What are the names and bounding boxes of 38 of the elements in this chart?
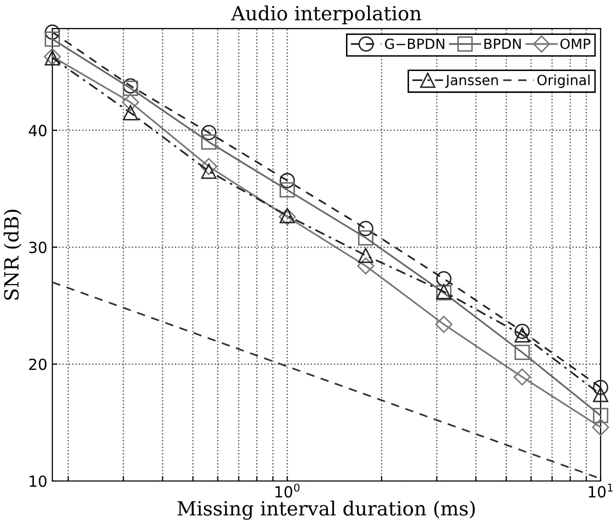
point (436, 271, 452, 286)
point (280, 172, 295, 188)
point (358, 220, 374, 236)
point (592, 386, 608, 402)
point (514, 368, 531, 386)
x-tick-label: 10$^{0}$ (275, 484, 300, 498)
legend-label: Janssen (445, 74, 498, 88)
chart-title: Audio interpolation (231, 5, 422, 24)
point (201, 134, 216, 150)
point (358, 230, 374, 246)
point (514, 327, 530, 343)
y-tick-label: 40 (28, 124, 46, 136)
point (435, 316, 452, 333)
legend-label: G−BPDN (384, 38, 444, 50)
point (514, 324, 530, 340)
y-tick-label: 30 (29, 242, 46, 254)
legend-label: OMP (560, 38, 590, 50)
point (514, 344, 530, 360)
point (358, 248, 374, 264)
y-tick-label: 20 (29, 358, 46, 370)
point (200, 158, 218, 176)
point (44, 31, 60, 47)
y-axis-title: SNR (dB) (4, 210, 22, 300)
legend-label: Original (537, 74, 590, 88)
legend-label: BPDN (484, 38, 521, 49)
point (201, 125, 216, 140)
point (122, 94, 140, 111)
point (280, 182, 295, 198)
point (592, 418, 610, 436)
point (201, 164, 216, 179)
x-tick-label: 10$^{1}$ (588, 484, 613, 498)
point (592, 408, 608, 424)
point (592, 380, 608, 396)
point (357, 257, 374, 274)
point (122, 105, 138, 120)
point (44, 24, 60, 40)
x-axis-title: Missing interval duration (ms) (178, 500, 475, 520)
y-tick-label: 10 (30, 475, 46, 488)
